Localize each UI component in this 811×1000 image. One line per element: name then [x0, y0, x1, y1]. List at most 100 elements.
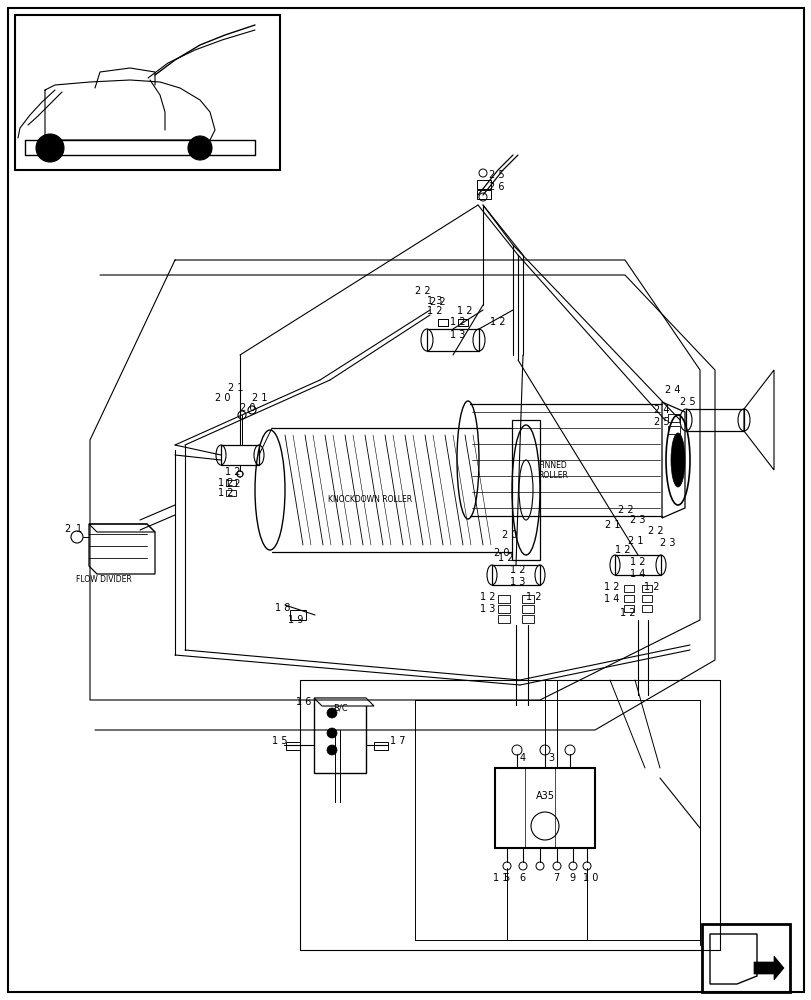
Text: 2 1: 2 1 [627, 536, 642, 546]
Text: 1 6: 1 6 [296, 697, 311, 707]
Bar [15, 15, 280, 170]
Bar [614, 555, 660, 575]
Bar [667, 414, 679, 422]
Bar [702, 924, 789, 992]
Text: 1 4: 1 4 [603, 594, 619, 604]
Text: 1 3: 1 3 [427, 296, 442, 306]
Text: 2: 2 [64, 524, 70, 534]
Bar [427, 329, 478, 351]
Bar [497, 595, 509, 603]
Text: 2 5: 2 5 [653, 417, 669, 427]
Bar [476, 180, 491, 189]
Bar [642, 585, 651, 592]
Bar [457, 319, 467, 326]
Text: 1 2: 1 2 [497, 553, 513, 563]
Text: 1 3: 1 3 [479, 604, 495, 614]
Bar [642, 595, 651, 602]
Text: 2 0: 2 0 [501, 530, 517, 540]
Text: 1 3: 1 3 [509, 577, 525, 587]
Bar [495, 768, 594, 848]
Text: 1 2: 1 2 [457, 306, 472, 316]
Bar [476, 190, 491, 199]
Text: 1 2: 1 2 [427, 306, 442, 316]
Text: 1 2: 1 2 [217, 478, 234, 488]
Text: B/C: B/C [333, 704, 347, 712]
Text: 3: 3 [547, 753, 553, 763]
Text: 1 2: 1 2 [449, 317, 465, 327]
Text: 1 2: 1 2 [479, 592, 495, 602]
Bar [642, 605, 651, 612]
Bar [521, 605, 534, 613]
Bar [225, 490, 236, 496]
Bar [623, 585, 633, 592]
Text: 1 0: 1 0 [582, 873, 598, 883]
Circle shape [36, 134, 64, 162]
Text: 1 2: 1 2 [225, 467, 240, 477]
Polygon shape [89, 524, 155, 574]
Text: 2 0: 2 0 [494, 548, 509, 558]
Circle shape [188, 136, 212, 160]
Text: 1 8: 1 8 [275, 603, 290, 613]
Text: 2 3: 2 3 [629, 515, 645, 525]
Text: 2 5: 2 5 [488, 170, 504, 180]
Text: 1 7: 1 7 [389, 736, 405, 746]
Text: 2 1: 2 1 [251, 393, 267, 403]
Polygon shape [661, 402, 684, 518]
Ellipse shape [327, 708, 337, 718]
Text: ROLLER: ROLLER [538, 471, 567, 480]
Bar [221, 445, 259, 465]
Text: 2 3: 2 3 [659, 538, 675, 548]
Text: 2 4: 2 4 [653, 405, 669, 415]
Text: 2 1: 2 1 [228, 383, 243, 393]
Bar [457, 319, 467, 326]
Text: 9: 9 [569, 873, 574, 883]
Ellipse shape [670, 433, 684, 487]
Bar [285, 742, 299, 750]
Bar [521, 595, 534, 603]
Polygon shape [709, 934, 756, 984]
Text: KNOCKDOWN ROLLER: KNOCKDOWN ROLLER [328, 495, 411, 504]
Text: FLOW DIVIDER: FLOW DIVIDER [76, 576, 131, 584]
Text: 1 2: 1 2 [526, 592, 541, 602]
Text: A35: A35 [534, 791, 554, 801]
Text: 2 5: 2 5 [679, 397, 695, 407]
Bar [374, 742, 388, 750]
Bar [497, 615, 509, 623]
Text: 7: 7 [552, 873, 559, 883]
Text: 2 0: 2 0 [215, 393, 230, 403]
Bar [491, 565, 539, 585]
Bar [685, 409, 743, 431]
Bar [437, 319, 448, 326]
Ellipse shape [327, 728, 337, 738]
Text: 1 2: 1 2 [603, 582, 619, 592]
Text: 1 5: 1 5 [272, 736, 287, 746]
Bar [623, 605, 633, 612]
Bar [667, 426, 679, 434]
Bar [521, 615, 534, 623]
Bar [437, 319, 448, 326]
Text: 1 2: 1 2 [217, 488, 234, 498]
Polygon shape [512, 420, 539, 560]
Polygon shape [753, 956, 783, 980]
Text: 5: 5 [502, 873, 508, 883]
Text: 1 2: 1 2 [629, 557, 645, 567]
Text: 1 9: 1 9 [288, 615, 303, 625]
Bar [497, 605, 509, 613]
Text: 2 4: 2 4 [664, 385, 680, 395]
Bar [623, 595, 633, 602]
Text: 1 1: 1 1 [492, 873, 508, 883]
Text: 1 2: 1 2 [614, 545, 629, 555]
Text: 1 4: 1 4 [629, 569, 645, 579]
Text: 2 2: 2 2 [647, 526, 663, 536]
Polygon shape [314, 698, 374, 706]
Text: 2 2: 2 2 [414, 286, 430, 296]
Text: 2 0: 2 0 [240, 403, 255, 413]
Bar [314, 698, 366, 773]
Text: 1 2: 1 2 [643, 582, 659, 592]
Text: 1 2: 1 2 [620, 608, 635, 618]
Text: 2 2: 2 2 [430, 297, 445, 307]
Text: 1: 1 [76, 524, 82, 534]
Text: FINNED: FINNED [538, 460, 567, 470]
Text: 1 2: 1 2 [509, 565, 525, 575]
Text: 1 2: 1 2 [225, 479, 240, 489]
